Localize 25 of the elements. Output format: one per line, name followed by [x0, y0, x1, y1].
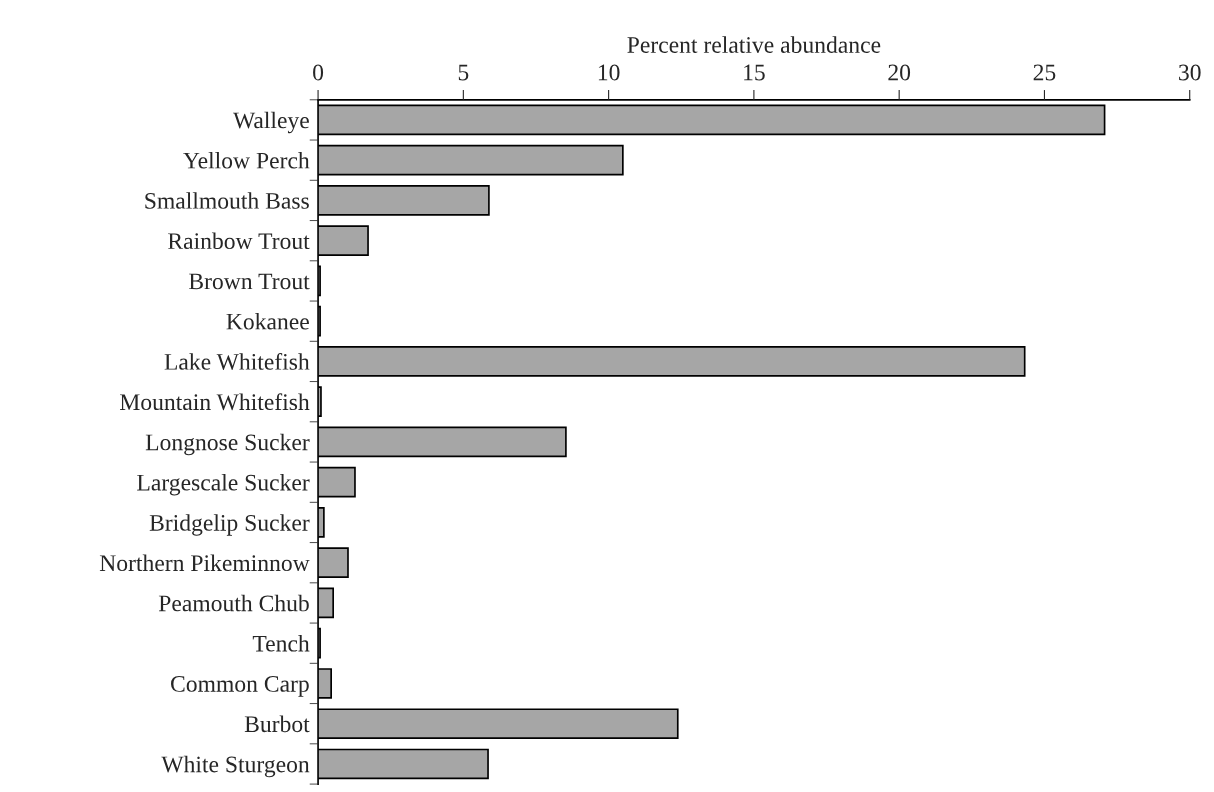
- y-tick-label: Brown Trout: [189, 273, 310, 290]
- y-tick-label: Bridgelip Sucker: [149, 514, 310, 536]
- x-tick-label: 10: [598, 64, 620, 81]
- y-tick-label: Rainbow Trout: [168, 232, 310, 250]
- x-tick-label: 15: [744, 64, 765, 81]
- y-tick-label: Yellow Perch: [183, 151, 310, 169]
- y-tick-label: Kokanee: [226, 312, 309, 330]
- y-tick-label: Lake Whitefish: [164, 353, 310, 370]
- y-tick-label: Burbot: [244, 715, 310, 733]
- y-tick-label: Smallmouth Bass: [145, 192, 309, 209]
- y-tick-label: Walleye: [232, 111, 309, 134]
- y-tick-label: Mountain Whitefish: [120, 393, 310, 411]
- x-tick-label: 25: [1033, 64, 1056, 81]
- y-tick-label: Largescale Sucker: [137, 474, 310, 496]
- y-tick-label: White Sturgeon: [161, 755, 310, 778]
- x-tick-label: 20: [888, 64, 911, 81]
- x-axis-title: Percent relative abundance: [627, 36, 881, 53]
- y-tick-label: Tench: [252, 635, 310, 652]
- x-tick-label: 0: [313, 64, 324, 81]
- y-tick-label: Northern Pikeminnow: [99, 554, 310, 572]
- y-tick-label: Peamouth Chub: [158, 594, 309, 612]
- y-tick-label: Longnose Sucker: [145, 433, 310, 456]
- x-tick-label: 5: [458, 64, 469, 81]
- x-tick-label: 30: [1179, 64, 1201, 81]
- y-tick-label: Common Carp: [171, 676, 309, 697]
